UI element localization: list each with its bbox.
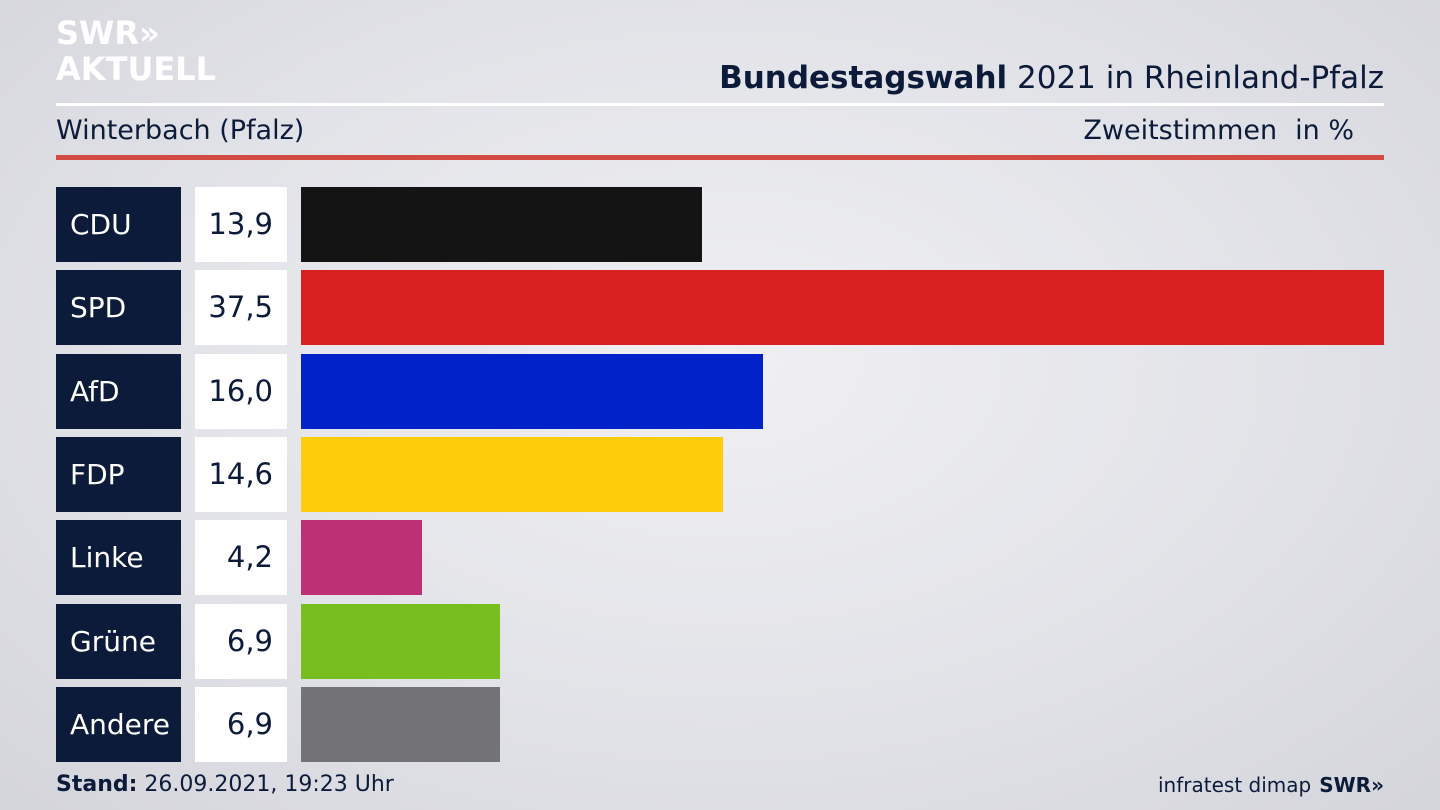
place-name: Winterbach (Pfalz) <box>56 115 305 146</box>
bar <box>301 687 500 762</box>
party-label: SPD <box>56 270 181 345</box>
value-label: 37,5 <box>195 270 287 345</box>
source-name: infratest dimap <box>1158 773 1312 797</box>
timestamp-value: 26.09.2021, 19:23 Uhr <box>137 772 394 797</box>
chart-title-rest: 2021 in Rheinland-Pfalz <box>1007 60 1384 96</box>
logo-line2: AKTUELL <box>56 50 217 88</box>
bar-row-cdu: CDU 13,9 <box>56 187 1384 262</box>
bar <box>301 187 702 262</box>
bar-row-afd: AfD 16,0 <box>56 354 1384 429</box>
value-label: 14,6 <box>195 437 287 512</box>
bar-row-spd: SPD 37,5 <box>56 270 1384 345</box>
metric-unit: in % <box>1295 115 1354 146</box>
bar-row-andere: Andere 6,9 <box>56 687 1384 762</box>
header-divider <box>56 103 1384 106</box>
accent-divider <box>56 155 1384 160</box>
value-label: 4,2 <box>195 520 287 595</box>
party-label: Grüne <box>56 604 181 679</box>
swr-brand-logo: SWR» <box>1319 773 1384 797</box>
metric-label: Zweitstimmen in % <box>1083 113 1354 149</box>
party-label: Andere <box>56 687 181 762</box>
bar <box>301 437 723 512</box>
bar <box>301 270 1384 345</box>
timestamp: Stand: 26.09.2021, 19:23 Uhr <box>56 770 394 800</box>
chart-title-bold: Bundestagswahl <box>719 60 1008 96</box>
bar <box>301 604 500 679</box>
bar-row-grüne: Grüne 6,9 <box>56 604 1384 679</box>
value-label: 6,9 <box>195 604 287 679</box>
party-label: Linke <box>56 520 181 595</box>
metric-name: Zweitstimmen <box>1083 115 1278 146</box>
bar <box>301 354 763 429</box>
bar-row-fdp: FDP 14,6 <box>56 437 1384 512</box>
chart-title: Bundestagswahl 2021 in Rheinland-Pfalz <box>719 58 1384 98</box>
source-credit: infratest dimap SWR» <box>1158 770 1384 800</box>
value-label: 6,9 <box>195 687 287 762</box>
value-label: 16,0 <box>195 354 287 429</box>
swr-aktuell-logo: SWR» AKTUELL <box>56 16 216 88</box>
value-label: 13,9 <box>195 187 287 262</box>
logo-line1: SWR» <box>56 14 160 52</box>
party-label: FDP <box>56 437 181 512</box>
timestamp-label: Stand: <box>56 772 138 797</box>
bar-row-linke: Linke 4,2 <box>56 520 1384 595</box>
party-label: CDU <box>56 187 181 262</box>
bar <box>301 520 422 595</box>
party-label: AfD <box>56 354 181 429</box>
